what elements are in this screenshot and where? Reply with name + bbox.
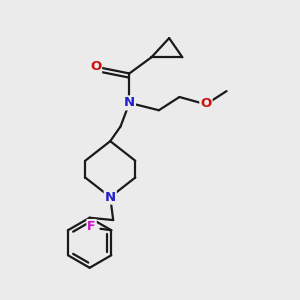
Text: F: F [87,220,96,233]
Text: O: O [90,60,101,73]
Text: N: N [105,190,116,204]
Text: N: N [124,96,135,110]
Text: O: O [200,97,211,110]
